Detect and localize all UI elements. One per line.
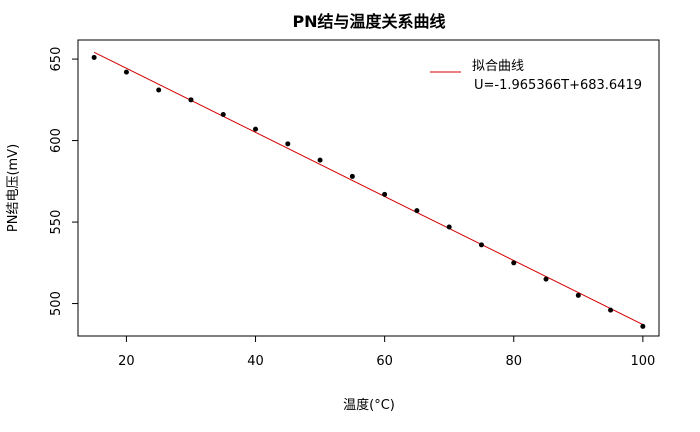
fit-line bbox=[93, 51, 644, 326]
x-axis: 20 40 60 80 100 bbox=[118, 336, 655, 369]
plot-frame bbox=[77, 39, 660, 337]
data-point bbox=[220, 111, 226, 117]
data-points bbox=[91, 54, 646, 329]
y-tick-label: 500 bbox=[49, 291, 64, 316]
data-point bbox=[156, 87, 162, 93]
y-axis: 500 550 600 650 bbox=[49, 47, 78, 316]
data-point bbox=[575, 292, 581, 298]
data-point bbox=[317, 157, 323, 163]
data-point bbox=[285, 141, 291, 147]
y-tick-label: 650 bbox=[49, 47, 64, 72]
y-axis-label: PN结电压(mV) bbox=[6, 144, 21, 232]
data-point bbox=[414, 208, 420, 214]
data-point bbox=[543, 276, 549, 282]
x-tick-label: 40 bbox=[247, 354, 264, 369]
data-point bbox=[511, 260, 517, 266]
x-tick-label: 20 bbox=[118, 354, 135, 369]
legend: 拟合曲线 U=-1.965366T+683.6419 bbox=[430, 59, 642, 93]
x-axis-label: 温度(°C) bbox=[343, 397, 395, 413]
data-point bbox=[349, 173, 355, 179]
data-point bbox=[123, 69, 129, 75]
legend-equation: U=-1.965366T+683.6419 bbox=[474, 78, 642, 93]
x-tick-label: 80 bbox=[505, 354, 522, 369]
fit-line-layer bbox=[93, 51, 644, 326]
data-point bbox=[640, 323, 646, 329]
y-tick-label: 600 bbox=[49, 128, 64, 153]
data-point bbox=[91, 54, 97, 60]
data-point bbox=[478, 242, 484, 248]
data-point bbox=[608, 307, 614, 313]
legend-label: 拟合曲线 bbox=[472, 59, 524, 74]
data-point bbox=[382, 191, 388, 197]
data-point bbox=[253, 126, 259, 132]
chart-title: PN结与温度关系曲线 bbox=[292, 12, 445, 31]
x-tick-label: 60 bbox=[376, 354, 393, 369]
y-tick-label: 550 bbox=[49, 210, 64, 235]
data-point bbox=[188, 97, 194, 103]
x-tick-label: 100 bbox=[630, 354, 655, 369]
data-point bbox=[446, 224, 452, 230]
